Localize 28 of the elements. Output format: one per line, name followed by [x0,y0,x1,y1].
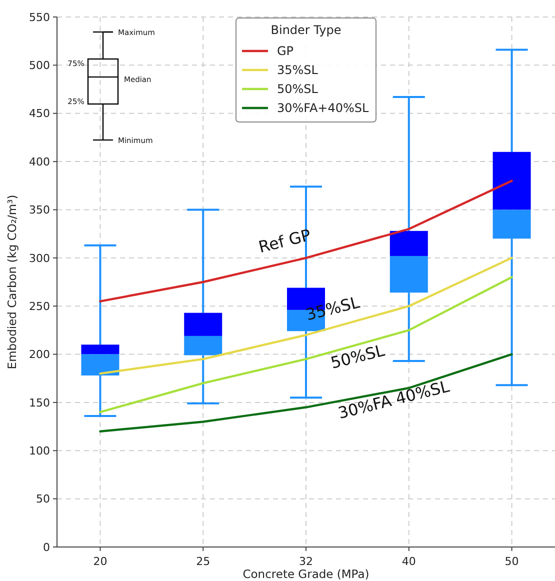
legend-label: 35%SL [277,63,318,78]
y-tick-label: 400 [29,155,50,168]
x-tick-label: 25 [196,555,210,568]
legend-title: Binder Type [270,23,342,37]
y-tick-label: 300 [29,252,50,265]
y-tick-label: 250 [29,300,50,313]
annotation: 50%SL [328,340,386,372]
y-tick-label: 500 [29,59,50,72]
x-tick-label: 32 [299,555,313,568]
y-tick-label: 150 [29,396,50,410]
y-tick-label: 50 [36,492,50,506]
legend-label: 30%FA+40%SL [277,101,370,116]
annotation: Ref GP [256,225,314,257]
y-tick-label: 350 [29,204,50,217]
y-axis-title: Embodied Carbon (kg CO₂/m³) [5,194,19,370]
x-tick-label: 20 [93,555,108,568]
y-tick-label: 0 [43,540,50,554]
y-tick-label: 200 [29,348,50,362]
y-tick-label: 550 [29,10,50,24]
annotation: 35%SL [304,292,362,324]
annotation: 30%FA 40%SL [336,376,452,423]
x-tick-label: 40 [402,555,416,568]
x-tick-label: 50 [504,555,519,568]
legend-label: GP [277,44,294,58]
y-tick-label: 100 [29,444,50,458]
legend-label: 50%SL [277,82,318,96]
y-tick-label: 450 [29,107,50,120]
x-axis-title: Concrete Grade (MPa) [242,567,370,581]
